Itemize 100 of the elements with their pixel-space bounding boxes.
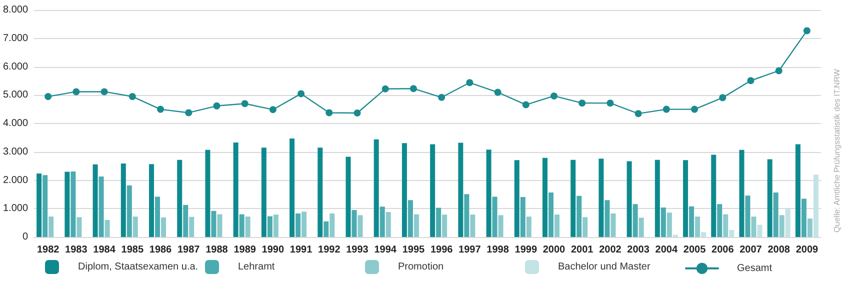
y-tick-label: 5.000 [2,90,28,101]
point [438,94,446,101]
point [775,67,782,74]
bar [604,200,610,237]
bar [739,150,744,237]
x-tick-label: 2006 [712,244,734,256]
point [269,106,276,114]
bar [42,175,48,237]
legend-label: Promotion [398,262,444,272]
bar [514,160,520,237]
x-tick-label: 1993 [346,244,369,256]
bar [177,160,182,237]
x-tick-label: 2001 [570,244,594,256]
x-tick-label: 1987 [177,244,200,256]
y-tick-label: 4.000 [2,118,28,129]
y-tick-label: 1.000 [2,203,28,214]
bar [807,218,812,237]
bar [745,196,750,237]
bar [233,142,238,237]
bar [638,218,644,237]
bar [717,204,722,237]
bar [813,174,818,237]
bar [408,200,413,237]
x-tick-label: 1991 [290,244,313,256]
bar [290,138,295,237]
bar [120,164,126,237]
x-tick-label: 1995 [402,244,426,256]
point [494,88,502,96]
bar [785,208,790,237]
bar [126,185,132,237]
bar [296,213,301,237]
bar [48,216,54,237]
source-note: Quelle: Amtliche Prüfungsstatistik des IT.NRW [832,68,842,232]
bar [183,204,188,237]
x-tick-label: 2008 [768,244,790,256]
x-tick-label: 2007 [740,244,762,256]
bar [346,156,351,237]
point [662,106,670,113]
point [354,110,361,116]
bar [689,206,694,237]
bar [757,224,762,237]
bar [520,196,526,237]
bar [751,216,756,237]
bar [302,212,307,237]
y-tick-label: 7.000 [2,32,28,44]
bar [104,220,110,237]
y-tick-label: 3.000 [2,146,28,158]
x-tick-label: 1982 [36,244,60,256]
bar [330,213,335,237]
point [44,93,52,100]
x-tick-label: 1999 [514,244,538,256]
bar [36,173,42,237]
x-tick-label: 1983 [65,244,88,256]
legend-label: Bachelor und Master [558,262,651,272]
bar [358,215,363,237]
point [410,85,417,92]
point [747,77,754,84]
bar [92,164,98,237]
x-tick-label: 2002 [599,244,622,256]
point [100,88,108,96]
bar [380,206,385,237]
bar [801,198,806,237]
bar [374,139,379,237]
point [213,102,220,110]
y-tick-label: 2.000 [2,174,28,186]
bar [570,160,576,237]
point [241,100,248,108]
x-tick-label: 1997 [458,244,482,256]
bar [486,150,492,237]
bar [773,192,778,237]
point [157,106,164,113]
point [466,79,474,86]
point [578,100,586,107]
bar [414,214,419,237]
x-tick-label: 1986 [149,244,172,256]
bar [211,210,216,237]
point [634,110,642,118]
bar [610,213,616,237]
y-tick-label: 8.000 [2,4,28,16]
point [719,94,726,102]
bar [548,192,554,237]
bar [660,207,666,237]
bar [464,194,470,237]
point [128,93,136,100]
y-tick-label: 0 [22,232,28,242]
bar [598,158,604,237]
bar [701,232,706,237]
bar [98,176,104,237]
bar [324,221,329,237]
point [326,109,333,116]
x-tick-label: 2005 [683,244,706,256]
bar [267,216,272,237]
x-tick-label: 1984 [93,244,116,256]
point [72,88,80,96]
bar [779,215,784,237]
bar [554,214,560,237]
bar [695,216,700,237]
bar [711,154,716,237]
bar [436,208,442,237]
bar [205,150,210,237]
